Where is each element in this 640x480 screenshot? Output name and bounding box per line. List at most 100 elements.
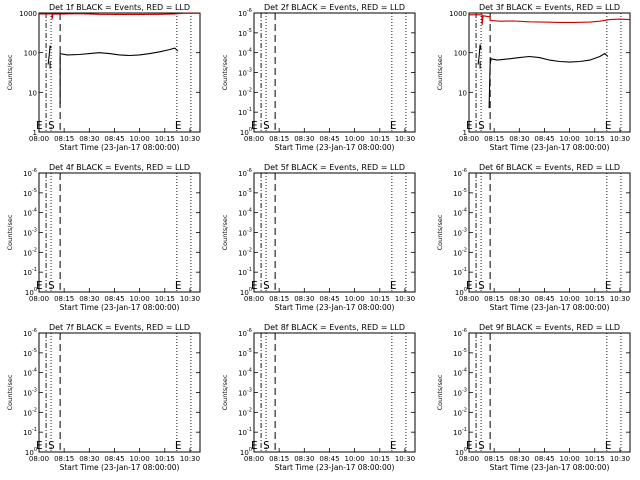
y-tick-label: 10-1 bbox=[23, 427, 37, 437]
y-tick-label: 100 bbox=[25, 287, 37, 297]
x-tick-label: 10:30 bbox=[180, 135, 200, 143]
events-series-line bbox=[477, 44, 482, 65]
x-tick-label: 08:30 bbox=[509, 135, 529, 143]
plot-frame bbox=[253, 12, 416, 133]
panel-title: Det 8f BLACK = Events, RED = LLD bbox=[264, 323, 405, 332]
panel-title: Det 2f BLACK = Events, RED = LLD bbox=[264, 3, 405, 12]
x-axis-label: Start Time (23-Jan-17 08:00:00) bbox=[275, 143, 395, 152]
event-marker-label: E bbox=[251, 279, 258, 292]
x-tick-label: 08:30 bbox=[294, 295, 314, 303]
panel-title: Det 4f BLACK = Events, RED = LLD bbox=[49, 163, 190, 172]
y-tick-label: 10-5 bbox=[238, 348, 252, 358]
y-tick-label: 10-1 bbox=[238, 427, 252, 437]
x-tick-label: 10:15 bbox=[585, 455, 605, 463]
y-tick-label: 10-1 bbox=[453, 267, 467, 277]
y-tick-label: 100 bbox=[25, 447, 37, 457]
panel-2: Det 2f BLACK = Events, RED = LLD 10-6 10-5… bbox=[221, 3, 416, 152]
y-tick-label: 100 bbox=[24, 50, 37, 58]
x-tick-label: 08:45 bbox=[319, 135, 339, 143]
x-tick-label: 08:45 bbox=[534, 295, 554, 303]
x-tick-label: 08:00 bbox=[459, 295, 479, 303]
y-axis-label: Counts/sec bbox=[6, 374, 14, 410]
y-tick-label: 10-5 bbox=[453, 348, 467, 358]
y-tick-label: 10-6 bbox=[238, 328, 252, 338]
plot-frame bbox=[38, 172, 201, 293]
event-marker-label: E bbox=[605, 119, 612, 132]
event-marker-label: E bbox=[175, 439, 182, 452]
x-tick-label: 08:45 bbox=[534, 455, 554, 463]
event-marker-label: S bbox=[478, 439, 485, 452]
lld-series-line bbox=[39, 12, 201, 20]
y-tick-label: 10-4 bbox=[23, 368, 37, 378]
y-tick-label: 100 bbox=[240, 447, 252, 457]
event-marker-label: S bbox=[478, 119, 485, 132]
x-tick-label: 10:00 bbox=[560, 295, 580, 303]
y-tick-label: 10-5 bbox=[453, 188, 467, 198]
x-tick-label: 08:45 bbox=[319, 295, 339, 303]
x-tick-label: 10:15 bbox=[370, 455, 390, 463]
y-tick-label: 10-2 bbox=[453, 407, 467, 417]
y-tick-label: 1000 bbox=[19, 10, 37, 18]
event-marker-label: E bbox=[36, 279, 43, 292]
x-tick-label: 08:30 bbox=[509, 295, 529, 303]
x-tick-label: 10:00 bbox=[130, 135, 150, 143]
plot-frame bbox=[38, 12, 201, 133]
panel-3: Det 3f BLACK = Events, RED = LLD 1000 100 1… bbox=[436, 3, 631, 152]
x-tick-label: 10:00 bbox=[345, 455, 365, 463]
x-tick-label: 08:45 bbox=[104, 295, 124, 303]
x-tick-label: 10:15 bbox=[585, 295, 605, 303]
x-tick-label: 08:45 bbox=[104, 455, 124, 463]
x-tick-label: 08:00 bbox=[29, 295, 49, 303]
y-tick-label: 100 bbox=[240, 127, 252, 137]
x-tick-label: 10:00 bbox=[130, 295, 150, 303]
events-series-line bbox=[59, 47, 179, 105]
event-marker-label: S bbox=[263, 279, 270, 292]
x-tick-label: 10:30 bbox=[180, 295, 200, 303]
event-marker-label: E bbox=[466, 119, 473, 132]
x-tick-label: 10:30 bbox=[610, 135, 630, 143]
x-tick-label: 08:15 bbox=[54, 135, 74, 143]
x-tick-label: 08:15 bbox=[484, 295, 504, 303]
y-tick-label: 10-6 bbox=[23, 328, 37, 338]
event-marker-label: E bbox=[390, 119, 397, 132]
plot-frame bbox=[468, 332, 631, 453]
x-tick-label: 10:30 bbox=[610, 295, 630, 303]
y-axis-label: Counts/sec bbox=[221, 374, 229, 410]
x-axis-label: Start Time (23-Jan-17 08:00:00) bbox=[490, 143, 610, 152]
events-series-line bbox=[488, 52, 609, 109]
y-tick-label: 10-6 bbox=[453, 328, 467, 338]
panel-title: Det 9f BLACK = Events, RED = LLD bbox=[479, 323, 620, 332]
x-axis-label: Start Time (23-Jan-17 08:00:00) bbox=[60, 303, 180, 312]
y-tick-label: 10-2 bbox=[23, 407, 37, 417]
x-tick-label: 10:30 bbox=[395, 455, 415, 463]
x-tick-label: 10:00 bbox=[345, 295, 365, 303]
x-axis-label: Start Time (23-Jan-17 08:00:00) bbox=[490, 463, 610, 472]
event-marker-label: E bbox=[390, 439, 397, 452]
lld-series-line bbox=[469, 14, 631, 25]
y-tick-label: 10-3 bbox=[453, 388, 467, 398]
x-tick-label: 10:00 bbox=[345, 135, 365, 143]
x-tick-label: 08:30 bbox=[79, 455, 99, 463]
event-marker-label: E bbox=[605, 439, 612, 452]
panel-title: Det 3f BLACK = Events, RED = LLD bbox=[479, 3, 620, 12]
panel-4: Det 4f BLACK = Events, RED = LLD 10-6 10-5… bbox=[6, 163, 201, 312]
x-tick-label: 08:15 bbox=[269, 135, 289, 143]
event-marker-label: E bbox=[36, 439, 43, 452]
x-tick-label: 08:30 bbox=[79, 295, 99, 303]
y-tick-label: 10-3 bbox=[238, 388, 252, 398]
y-tick-label: 10-1 bbox=[238, 267, 252, 277]
x-tick-label: 08:30 bbox=[294, 135, 314, 143]
events-series-line bbox=[47, 45, 52, 65]
x-tick-label: 08:00 bbox=[29, 455, 49, 463]
x-tick-label: 08:15 bbox=[54, 455, 74, 463]
y-tick-label: 10-5 bbox=[23, 348, 37, 358]
x-axis-label: Start Time (23-Jan-17 08:00:00) bbox=[60, 463, 180, 472]
y-tick-label: 10-4 bbox=[238, 208, 252, 218]
event-marker-label: S bbox=[48, 279, 55, 292]
y-tick-label: 10-2 bbox=[238, 87, 252, 97]
y-axis-label: Counts/sec bbox=[436, 54, 444, 90]
x-tick-label: 10:15 bbox=[585, 135, 605, 143]
event-marker-label: E bbox=[466, 279, 473, 292]
panel-7: Det 7f BLACK = Events, RED = LLD 10-6 10-5… bbox=[6, 323, 201, 472]
